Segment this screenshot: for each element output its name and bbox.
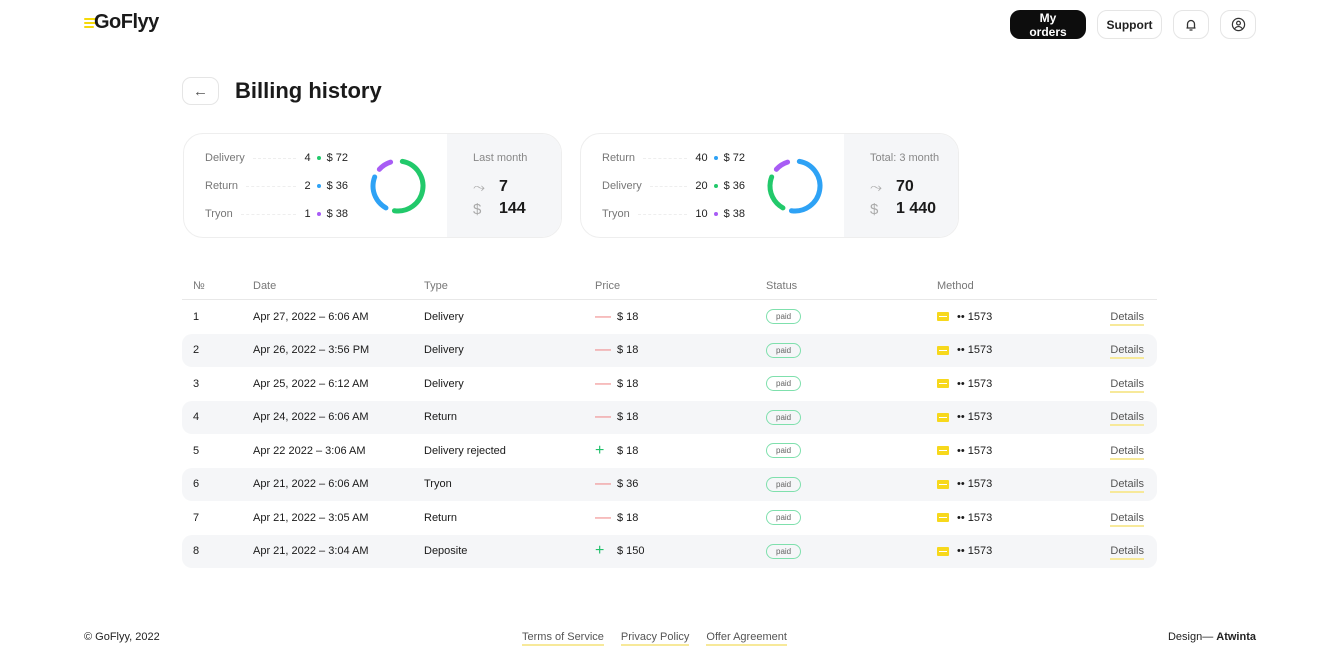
details-link[interactable]: Details [1110,444,1144,460]
details-link[interactable]: Details [1110,511,1144,527]
status-badge: paid [766,342,802,358]
donut-chart [370,158,426,214]
donut-segment [370,158,426,214]
details-link[interactable]: Details [1110,411,1144,427]
donut-segment [370,158,426,214]
legend-dot [316,212,321,216]
trips-stat: ⤳ 70 [870,178,914,196]
summary-card: Delivery 4 $ 72 Return 2 $ 36 Tryon 1 $ 38 Last m… [183,133,562,238]
status-badge: paid [766,510,802,526]
credit-card-icon [937,479,949,489]
amount-stat: $1 440 [870,200,937,218]
details-link[interactable]: Details [1110,344,1144,360]
credit-card-icon [937,312,949,322]
column-header: Status [755,272,926,300]
logo[interactable]: GoFlyy [84,11,159,34]
table-row: 2 Apr 26, 2022 – 3:56 PM Delivery — $ 18 … [182,333,1157,367]
plus-icon: + [595,441,605,459]
column-header [1097,272,1157,300]
donut-segment [370,158,426,214]
dollar-icon: $ [473,200,482,218]
status-badge: paid [766,543,802,559]
trips-stat: ⤳ 7 [473,178,508,196]
status-badge: paid [766,476,802,492]
back-button[interactable]: ← [182,77,219,105]
amount-stat: $144 [473,200,526,218]
status-badge: paid [766,443,802,459]
credit-card-icon [937,345,949,355]
privacy-link[interactable]: Privacy Policy [620,631,690,646]
arrow-left-icon: ← [193,82,208,100]
credit-card-icon [937,446,949,456]
bell-icon [1186,19,1196,31]
status-badge: paid [766,309,802,325]
credit-card-icon [937,513,949,523]
terms-link[interactable]: Terms of Service [522,631,604,646]
status-badge: paid [766,376,802,392]
design-credit: Design— Atwinta [1167,631,1256,643]
column-header: Date [242,272,413,300]
details-link[interactable]: Details [1110,545,1144,561]
legend-dot [316,156,321,160]
donut-segment [767,158,823,214]
minus-icon: — [595,341,611,359]
details-link[interactable]: Details [1110,310,1144,326]
billing-table: № Date Type Price Status Method 1 Apr 27, 202… [182,272,1157,568]
legend-dot [316,184,321,188]
donut-chart [767,158,823,214]
column-header: Method [926,272,1097,300]
credit-card-icon [937,379,949,389]
details-link[interactable]: Details [1110,478,1144,494]
donut-segment [767,158,823,214]
column-header: Type [413,272,584,300]
summary-row: Tryon 1 $ 38 [205,208,348,220]
summary-card: Return 40 $ 72 Delivery 20 $ 36 Tryon 10 $ 38 Tot… [580,133,959,238]
minus-icon: — [595,408,611,426]
dollar-icon: $ [870,200,879,218]
period-label: Total: 3 month [870,152,940,164]
speed-lines-icon [84,17,98,28]
summary-row: Delivery 4 $ 72 [205,152,348,164]
table-row: 5 Apr 22 2022 – 3:06 AM Delivery rejecte… [193,441,1144,460]
column-header: Price [584,272,755,300]
notifications-button[interactable] [1173,10,1209,39]
copyright: © GoFlyy, 2022 [84,631,160,643]
user-circle-icon [1231,17,1245,32]
summary-row: Return 2 $ 36 [205,180,348,192]
donut-segment [767,158,823,214]
table-row: 6 Apr 21, 2022 – 6:06 AM Tryon — $ 36 pai… [182,467,1157,501]
footer-links: Terms of Service Privacy Policy Offer Ag… [522,631,787,646]
table-row: 4 Apr 24, 2022 – 6:06 AM Return — $ 18 pa… [182,400,1157,434]
profile-button[interactable] [1220,10,1256,39]
my-orders-button[interactable]: My orders [1010,10,1086,39]
table-row: 1 Apr 27, 2022 – 6:06 AM Delivery — $ 18 … [193,307,1144,326]
status-badge: paid [766,409,802,425]
support-button[interactable]: Support [1097,10,1162,39]
top-nav: My orders Support [1010,10,1256,39]
details-link[interactable]: Details [1110,377,1144,393]
period-label: Last month [473,152,528,164]
legend-dot [713,156,718,160]
route-icon: ⤳ [473,178,486,196]
summary-row: Return 40 $ 72 [602,152,745,164]
minus-icon: — [595,307,611,325]
minus-icon: — [595,508,611,526]
credit-card-icon [937,412,949,422]
column-header: № [182,272,242,300]
summary-row: Tryon 10 $ 38 [602,208,745,220]
route-icon: ⤳ [870,178,883,196]
minus-icon: — [595,374,611,392]
page-title: Billing history [235,78,382,103]
plus-icon: + [595,542,605,560]
table-row: 3 Apr 25, 2022 – 6:12 AM Delivery — $ 18 … [193,374,1144,393]
offer-agreement-link[interactable]: Offer Agreement [706,631,787,646]
credit-card-icon [937,546,949,556]
legend-dot [713,212,718,216]
minus-icon: — [595,475,611,493]
summary-row: Delivery 20 $ 36 [602,180,745,192]
table-row: 7 Apr 21, 2022 – 3:05 AM Return — $ 18 pa… [193,508,1144,527]
table-row: 8 Apr 21, 2022 – 3:04 AM Deposite + $ 150… [182,534,1157,568]
legend-dot [713,184,718,188]
